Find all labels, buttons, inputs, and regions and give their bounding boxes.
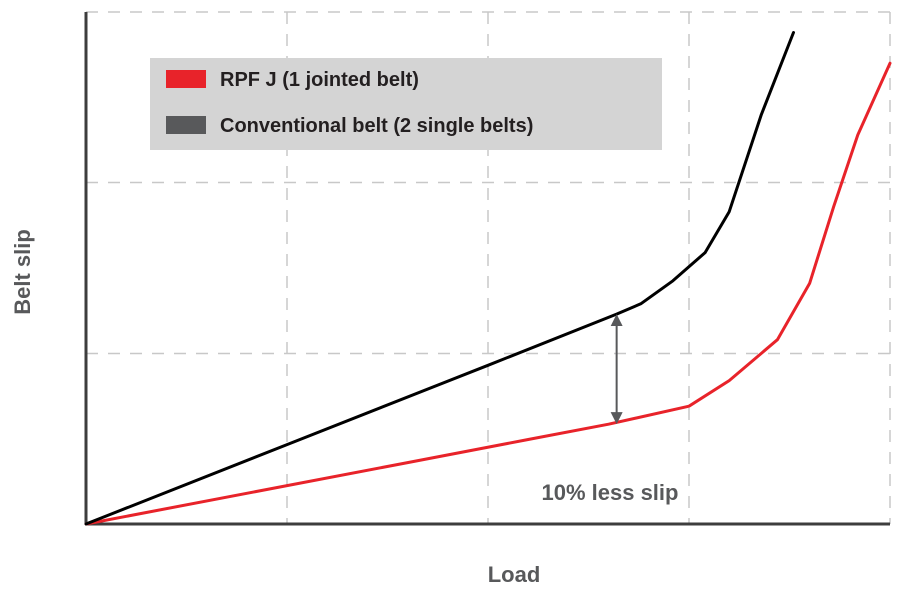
grid [86, 11, 891, 524]
legend: RPF J (1 jointed belt) Conventional belt… [150, 58, 662, 150]
legend-swatch-conventional [166, 116, 206, 134]
series-line-rpf [84, 61, 892, 526]
x-axis-title: Load [488, 562, 541, 587]
axes [84, 12, 890, 526]
annotation-layer: 10% less slip [542, 314, 679, 505]
annotation-text: 10% less slip [542, 480, 679, 505]
series-layer [84, 31, 892, 526]
legend-label-rpf: RPF J (1 jointed belt) [220, 69, 419, 91]
y-axis-title: Belt slip [10, 229, 35, 315]
legend-swatch-rpf [166, 70, 206, 88]
series-line-conventional [84, 31, 795, 526]
legend-label-conventional: Conventional belt (2 single belts) [220, 115, 533, 137]
legend-box [150, 58, 662, 150]
